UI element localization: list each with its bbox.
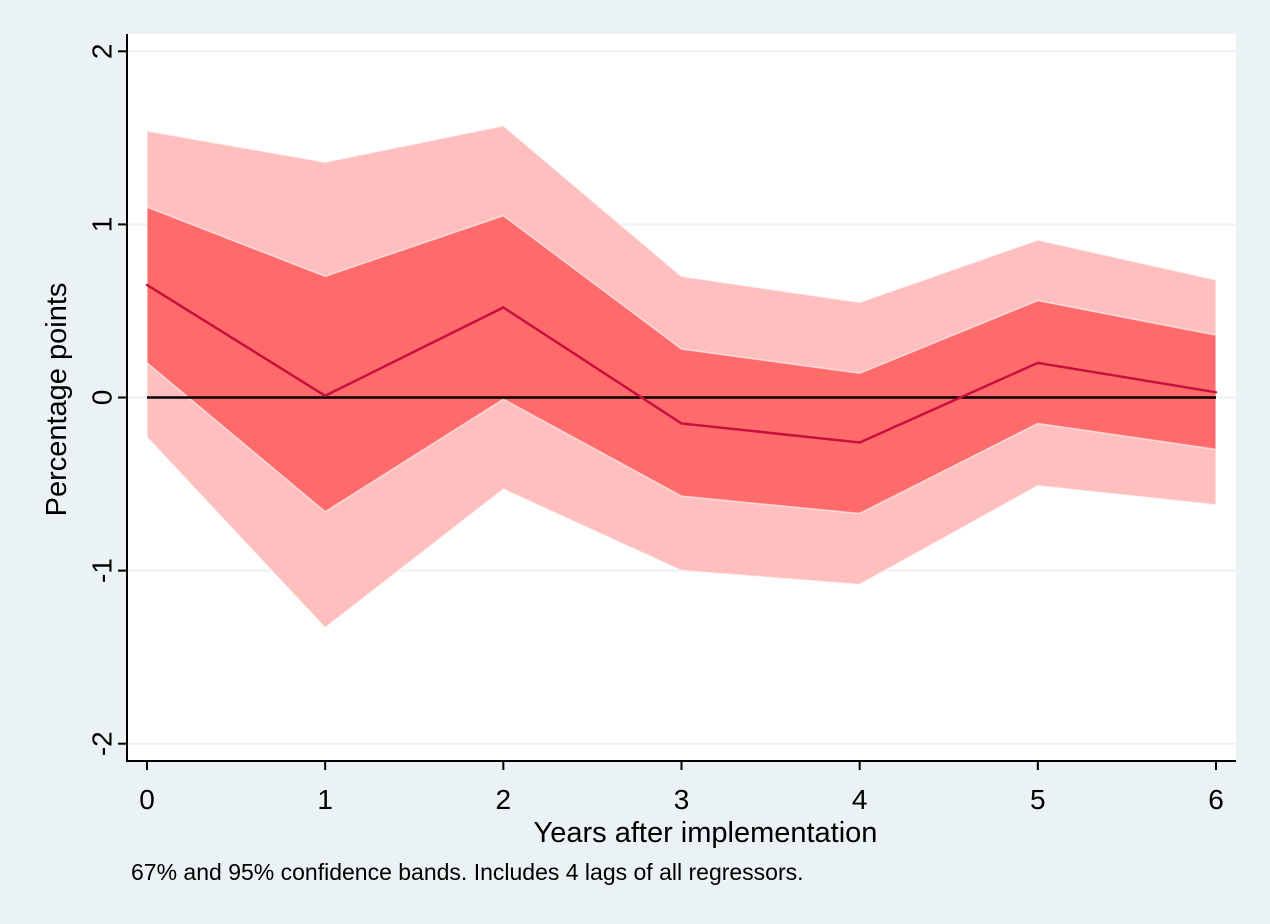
tick-labels: -2 -1 0 1 2 0 1 2 3 4 5 6	[87, 44, 1224, 815]
y-tick-label: -2	[87, 731, 118, 756]
series-point	[1214, 391, 1218, 394]
x-tick-label: 0	[139, 784, 155, 815]
confidence-band-67pct	[146, 205, 1217, 515]
series-point	[680, 422, 683, 425]
y-tick-label: 2	[87, 44, 118, 60]
series-point	[858, 441, 861, 444]
y-tick-label: 0	[87, 390, 118, 406]
axes	[118, 34, 1236, 770]
series-lines	[145, 283, 1218, 444]
series-point	[1036, 361, 1040, 365]
x-tick-label: 4	[852, 784, 868, 815]
x-axis-title: Years after implementation	[534, 817, 878, 849]
x-tick-label: 5	[1030, 784, 1046, 815]
y-tick-label: -1	[87, 558, 118, 583]
series-point	[502, 306, 505, 309]
x-tick-label: 2	[496, 784, 512, 815]
x-tick-label: 3	[674, 784, 690, 815]
figure-note: 67% and 95% confidence bands. Includes 4…	[131, 859, 804, 885]
x-tick-label: 1	[317, 784, 333, 815]
y-axis-title: Percentage points	[41, 283, 73, 517]
series-point	[145, 283, 149, 287]
x-tick-label: 6	[1208, 784, 1224, 815]
y-tick-label: 1	[87, 217, 118, 233]
series-point	[323, 394, 327, 397]
confidence-bands	[146, 124, 1217, 629]
